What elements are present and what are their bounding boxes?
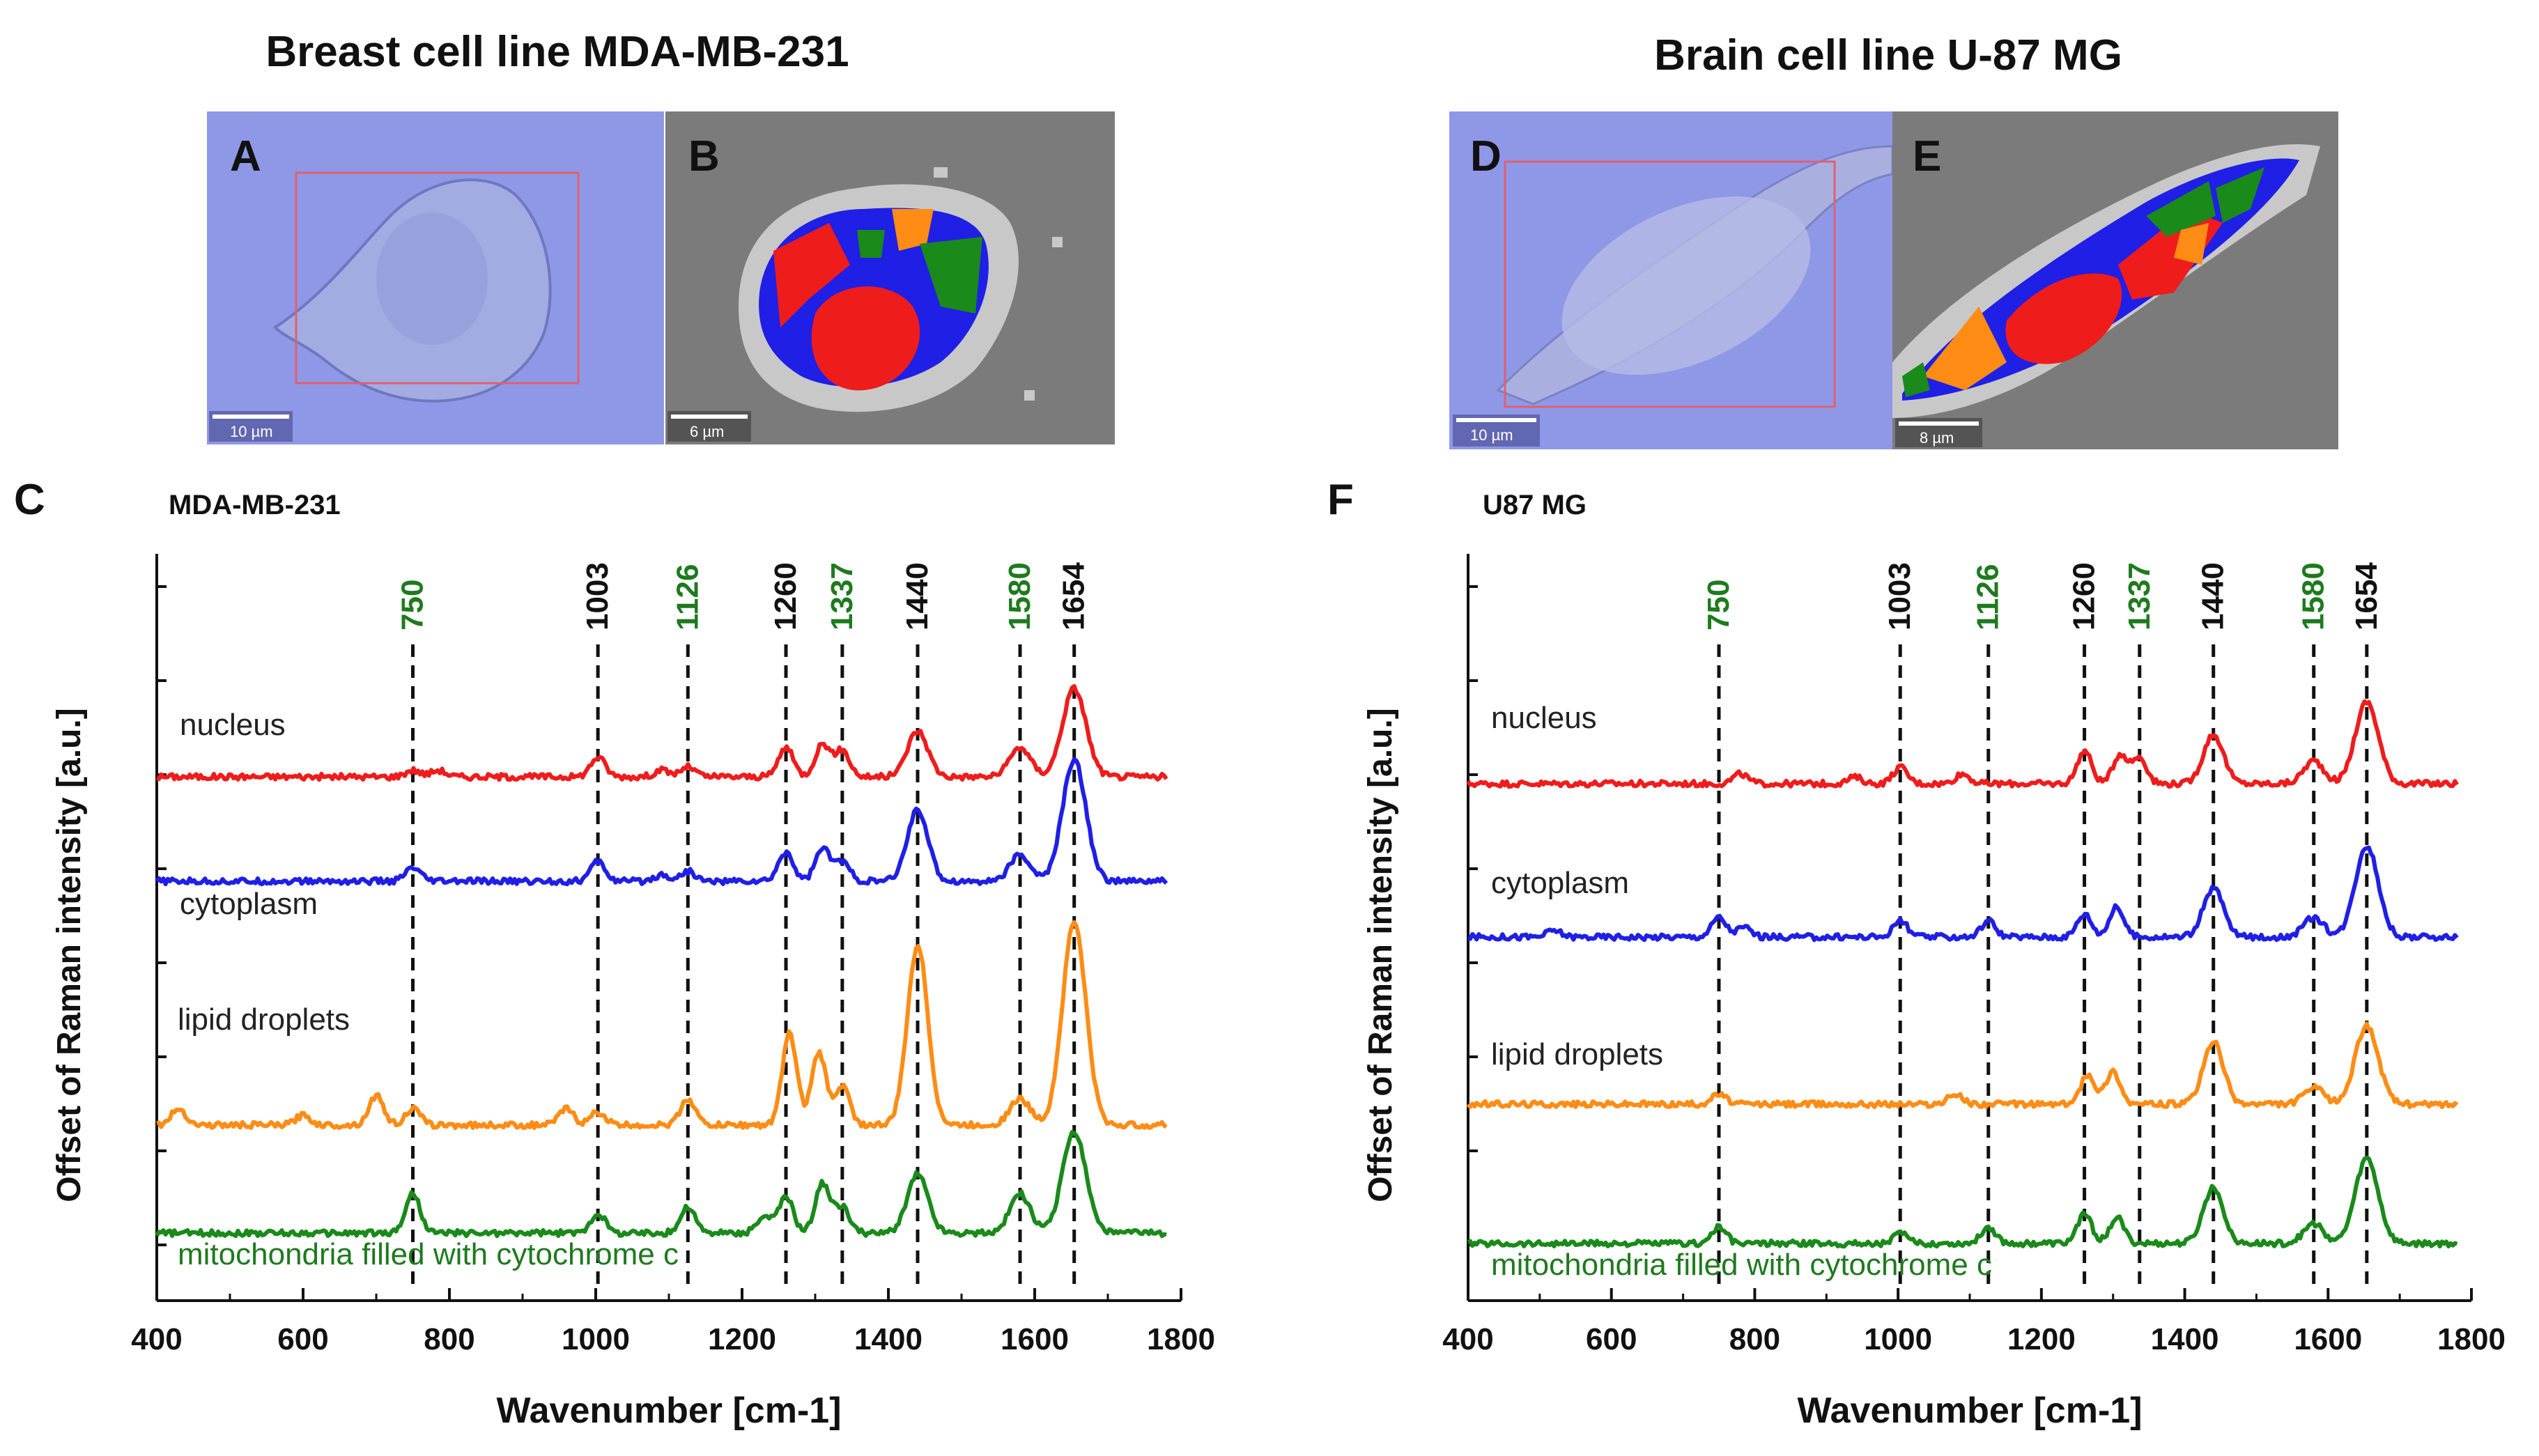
scalebar-d: 10 µm	[1470, 426, 1513, 444]
x-tick-label: 1400	[2151, 1322, 2219, 1356]
x-tick-label: 800	[1729, 1322, 1780, 1356]
x-tick-label: 600	[277, 1322, 328, 1356]
image-e: 8 µm E	[1892, 111, 2338, 449]
chart-title-f: U87 MG	[1483, 490, 1587, 520]
scalebar-a: 10 µm	[230, 423, 273, 440]
y-axis-label: Offset of Raman intensity [a.u.]	[51, 708, 88, 1202]
peak-label: 1654	[2349, 562, 2384, 630]
peak-label: 1440	[900, 562, 934, 630]
peak-label: 1260	[2067, 562, 2101, 630]
x-tick-label: 1200	[708, 1322, 776, 1356]
peak-label: 1003	[580, 562, 615, 630]
series-line-cytoplasm	[1468, 845, 2459, 943]
peak-label: 1260	[769, 562, 803, 630]
series-line-cytoplasm	[155, 757, 1168, 887]
label-a: A	[230, 132, 261, 180]
series-line-mito	[155, 1130, 1167, 1239]
x-tick-label: 1600	[2294, 1322, 2362, 1356]
series-label: lipid droplets	[178, 1002, 350, 1037]
image-b: 6 µm B	[665, 111, 1115, 444]
series-label: mitochondria filled with cytochrome c	[1491, 1248, 1992, 1282]
peak-label: 1440	[2196, 562, 2230, 630]
chart-title-c: MDA-MB-231	[169, 490, 341, 520]
scalebar-b: 6 µm	[690, 423, 724, 440]
series-line-lipid	[1466, 1021, 2459, 1110]
series-label: nucleus	[1491, 701, 1597, 735]
x-tick-label: 800	[424, 1322, 474, 1356]
series-label: lipid droplets	[1491, 1037, 1663, 1071]
series-line-mito	[1467, 1155, 2458, 1249]
x-tick-label: 1800	[2437, 1322, 2506, 1356]
series-label: mitochondria filled with cytochrome c	[178, 1237, 679, 1271]
panel-label-c: C	[14, 476, 45, 524]
peak-label: 1337	[825, 562, 859, 630]
x-axis-label: Wavenumber [cm-1]	[496, 1391, 841, 1431]
peak-label: 1654	[1057, 562, 1091, 630]
peak-label: 1003	[1883, 562, 1917, 630]
x-tick-label: 400	[131, 1322, 182, 1356]
image-a: 10 µm A	[207, 111, 664, 444]
chart-c: C MDA-MB-231 400 600 800 1000 1200 1400 1600 18…	[14, 476, 1215, 1431]
x-tick-label: 1400	[854, 1322, 923, 1356]
peak-label: 1580	[2297, 562, 2331, 630]
series-line-lipid	[156, 920, 1168, 1131]
x-tick-label: 400	[1442, 1322, 1493, 1356]
x-tick-label: 1200	[2007, 1322, 2076, 1356]
series-line-nucleus	[156, 684, 1168, 782]
x-tick-label: 1000	[1864, 1322, 1932, 1356]
x-tick-label: 1800	[1147, 1322, 1215, 1356]
scalebar-e: 8 µm	[1920, 429, 1954, 447]
series-label: cytoplasm	[1491, 866, 1629, 900]
x-tick-label: 600	[1586, 1322, 1637, 1356]
panel-label-f: F	[1327, 476, 1354, 524]
peak-label: 750	[1701, 580, 1736, 630]
image-d: 10 µm D	[1449, 111, 1894, 449]
y-axis-label: Offset of Raman intensity [a.u.]	[1362, 708, 1399, 1202]
peak-label: 1126	[670, 564, 704, 630]
peak-label: 1580	[1003, 562, 1037, 630]
chart-f: F U87 MG 400 600 800 1000 1200 1400 1600 1800 Wa…	[1327, 476, 2506, 1431]
x-tick-label: 1000	[562, 1322, 630, 1356]
x-tick-label: 1600	[1001, 1322, 1069, 1356]
label-d: D	[1470, 132, 1502, 180]
label-b: B	[688, 132, 720, 180]
peak-label: 750	[396, 580, 430, 630]
x-axis-label: Wavenumber [cm-1]	[1797, 1391, 2142, 1431]
series-label: nucleus	[180, 708, 286, 742]
series-label: cytoplasm	[180, 887, 318, 921]
right-title: Brain cell line U-87 MG	[1654, 31, 2122, 79]
peak-label: 1337	[2122, 562, 2156, 630]
peak-label: 1126	[1971, 564, 2005, 630]
series-line-nucleus	[1466, 699, 2459, 789]
label-e: E	[1913, 132, 1941, 180]
left-title: Breast cell line MDA-MB-231	[265, 28, 849, 76]
